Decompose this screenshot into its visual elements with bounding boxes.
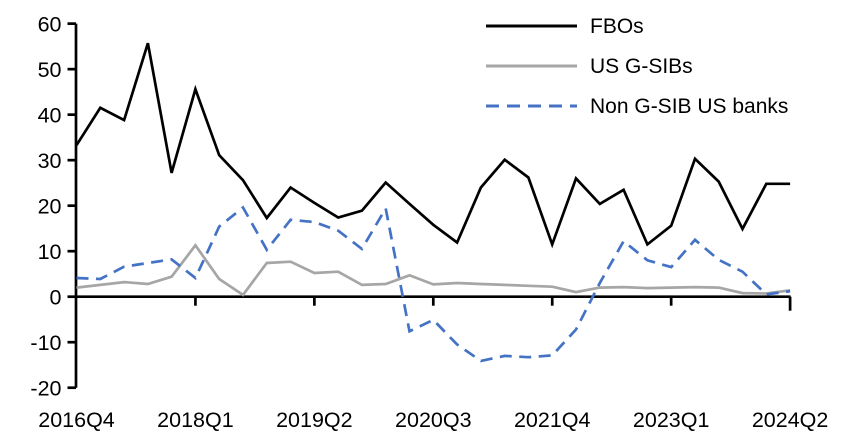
legend-item-us-gsibs: US G-SIBs (486, 46, 788, 86)
legend-label-fbos: FBOs (590, 14, 644, 38)
legend-item-non-gsib: Non G-SIB US banks (486, 86, 788, 126)
x-axis-label: 2024Q2 (752, 408, 829, 432)
x-axis-label: 2023Q1 (633, 408, 710, 432)
x-axis-label: 2021Q4 (514, 408, 591, 432)
legend-label-non-gsib: Non G-SIB US banks (590, 94, 789, 118)
legend-swatch-us-gsibs (486, 64, 577, 68)
y-axis-label: -20 (30, 376, 61, 400)
x-axis-label: 2020Q3 (395, 408, 472, 432)
series-line-1 (76, 243, 791, 297)
x-axis-label: 2019Q2 (276, 408, 353, 432)
y-axis-label: 30 (38, 149, 62, 173)
legend-swatch-fbos (486, 24, 577, 28)
legend-label-us-gsibs: US G-SIBs (590, 54, 693, 78)
legend-swatch-non-gsib (486, 104, 577, 108)
y-axis-label: 50 (38, 58, 62, 82)
y-axis-label: 60 (38, 12, 62, 36)
series-line-2 (76, 204, 791, 363)
legend-item-fbos: FBOs (486, 6, 788, 46)
y-axis-label: 40 (38, 103, 62, 127)
series-line-0 (75, 42, 791, 249)
y-axis-label: 10 (38, 240, 62, 264)
chart-legend: FBOs US G-SIBs Non G-SIB US banks (486, 6, 788, 126)
x-axis-label: 2018Q1 (157, 408, 234, 432)
y-axis-label: 0 (50, 285, 62, 309)
y-axis-label: 20 (38, 194, 62, 218)
x-axis-label: 2016Q4 (38, 408, 115, 432)
y-axis-label: -10 (30, 331, 61, 355)
